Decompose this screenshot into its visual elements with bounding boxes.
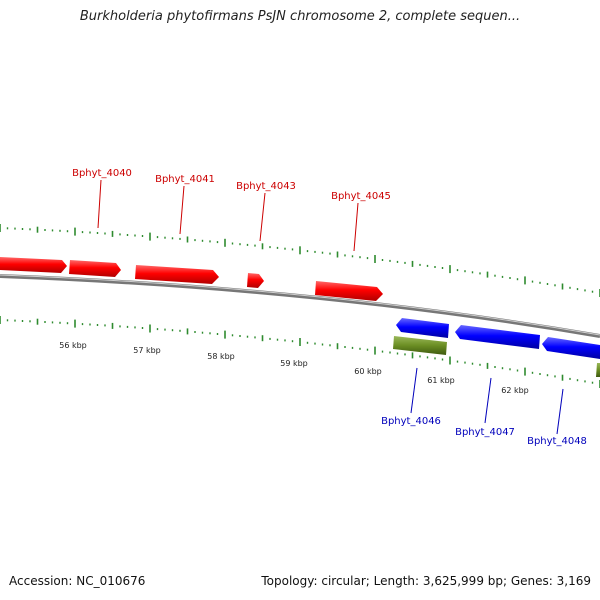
forward-label-leaders — [97, 179, 359, 252]
reverse-gene-track — [396, 318, 600, 359]
gene-label-forward[interactable]: Bphyt_4041 — [155, 174, 215, 185]
gene-label-forward[interactable]: Bphyt_4045 — [331, 191, 391, 202]
gene-label-reverse[interactable]: Bphyt_4047 — [455, 427, 515, 438]
gene-arrow-forward[interactable] — [135, 265, 219, 284]
gene-label-forward[interactable]: Bphyt_4040 — [72, 168, 132, 179]
sequence-backbone — [0, 274, 600, 338]
rna-gene-track — [393, 336, 600, 377]
scale-label: 58 kbp — [207, 352, 235, 361]
rna-gene-bar[interactable] — [596, 363, 600, 377]
gene-label-forward[interactable]: Bphyt_4043 — [236, 181, 296, 192]
gene-arrow-forward[interactable] — [69, 260, 121, 277]
scale-label: 60 kbp — [354, 367, 382, 376]
gene-arrow-forward[interactable] — [247, 273, 264, 288]
upper-tick-ruler — [0, 224, 600, 297]
sequence-summary-text: Topology: circular; Length: 3,625,999 bp… — [261, 574, 591, 588]
scale-label: 56 kbp — [59, 341, 87, 350]
gene-label-reverse[interactable]: Bphyt_4046 — [381, 416, 441, 427]
gene-arrow-forward[interactable] — [0, 257, 67, 273]
scale-label: 59 kbp — [280, 359, 308, 368]
sequence-backbone-highlight — [0, 274, 600, 336]
reverse-label-leaders — [410, 367, 564, 435]
scale-label: 57 kbp — [133, 346, 161, 355]
lower-tick-ruler — [0, 316, 600, 388]
gene-arrow-reverse[interactable] — [542, 337, 600, 359]
map-title: Burkholderia phytofirmans PsJN chromosom… — [79, 9, 521, 24]
rna-gene-bar[interactable] — [393, 336, 447, 355]
accession-text: Accession: NC_010676 — [9, 574, 146, 588]
gene-arrow-reverse[interactable] — [455, 325, 540, 349]
forward-gene-track — [0, 257, 383, 301]
gene-arrow-forward[interactable] — [315, 281, 383, 301]
gene-label-reverse[interactable]: Bphyt_4048 — [527, 436, 587, 447]
scale-label: 61 kbp — [427, 376, 455, 385]
gene-arrow-reverse[interactable] — [396, 318, 449, 338]
scale-label: 62 kbp — [501, 386, 529, 395]
